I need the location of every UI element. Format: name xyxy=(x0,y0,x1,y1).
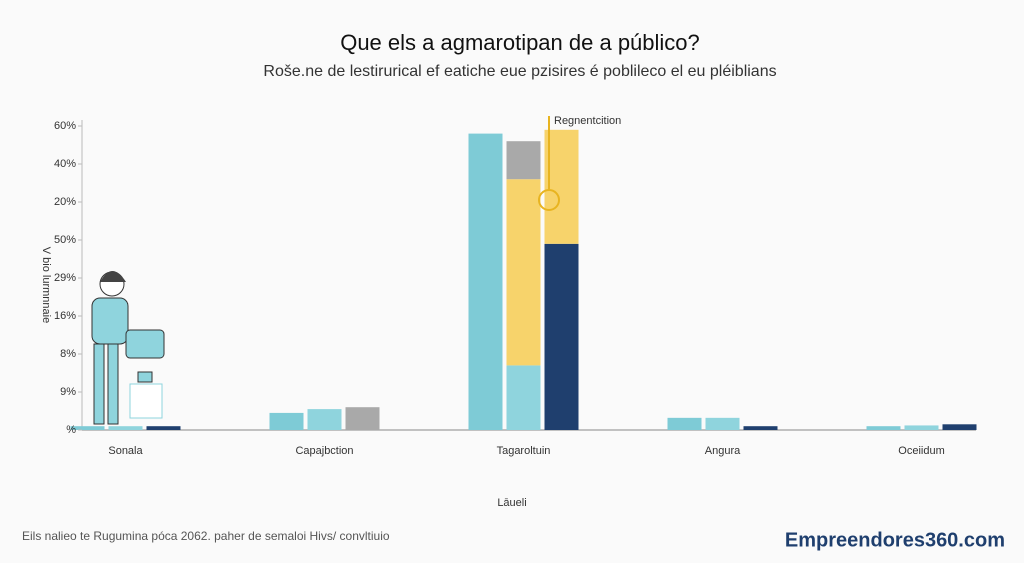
bar xyxy=(544,129,579,244)
bar xyxy=(705,417,740,430)
bar xyxy=(506,365,541,430)
annotation-text: Regnentcition xyxy=(554,115,621,127)
bar xyxy=(468,133,503,430)
bar xyxy=(743,426,778,430)
person-leg xyxy=(93,343,105,425)
bar xyxy=(345,407,380,430)
bar xyxy=(544,243,579,430)
y-tick-label: % xyxy=(66,424,76,436)
illustration xyxy=(91,271,165,425)
annotation-marker xyxy=(538,189,560,211)
y-tick-label: 40% xyxy=(54,158,76,170)
bar xyxy=(904,425,939,430)
bar xyxy=(146,426,181,430)
bar xyxy=(506,141,541,180)
chart-title: Que els a agmarotipan de a público? xyxy=(340,30,700,55)
y-tick-label: 8% xyxy=(60,348,76,360)
footnote: Eils nalieo te Rugumina póca 2062. paher… xyxy=(22,529,390,543)
chart-subtitle: Roše.ne de lestirurical ef eatiche eue p… xyxy=(263,63,776,80)
bar xyxy=(307,409,342,430)
bar xyxy=(70,426,105,430)
y-tick-label: 50% xyxy=(54,234,76,246)
x-tick-label: Sonala xyxy=(108,445,143,457)
brand: Empreendores360.com xyxy=(785,529,1005,551)
person-hair xyxy=(100,271,126,282)
y-tick-label: 16% xyxy=(54,310,76,322)
y-tick-label: 20% xyxy=(54,196,76,208)
x-axis-label: Lāueli xyxy=(497,497,526,509)
x-tick-label: Tagaroltuin xyxy=(497,445,551,457)
bar xyxy=(108,426,143,430)
bar xyxy=(269,412,304,430)
bar xyxy=(506,179,541,366)
device-stand xyxy=(129,383,163,419)
annotation: Regnentcition xyxy=(538,115,621,211)
person-leg xyxy=(107,343,119,425)
bar xyxy=(667,417,702,430)
x-tick-label: Angura xyxy=(705,445,741,457)
y-tick-label: 60% xyxy=(54,120,76,132)
x-tick-label: Capajbction xyxy=(295,445,353,457)
person-body xyxy=(91,297,129,345)
y-tick-label: 29% xyxy=(54,272,76,284)
y-axis-label: V bio lurmnnaie xyxy=(40,247,52,323)
device xyxy=(125,329,165,359)
x-tick-label: Oceiidum xyxy=(898,445,944,457)
y-tick-label: 9% xyxy=(60,386,76,398)
bar xyxy=(866,426,901,430)
device-part xyxy=(137,371,153,383)
bar xyxy=(942,424,977,430)
